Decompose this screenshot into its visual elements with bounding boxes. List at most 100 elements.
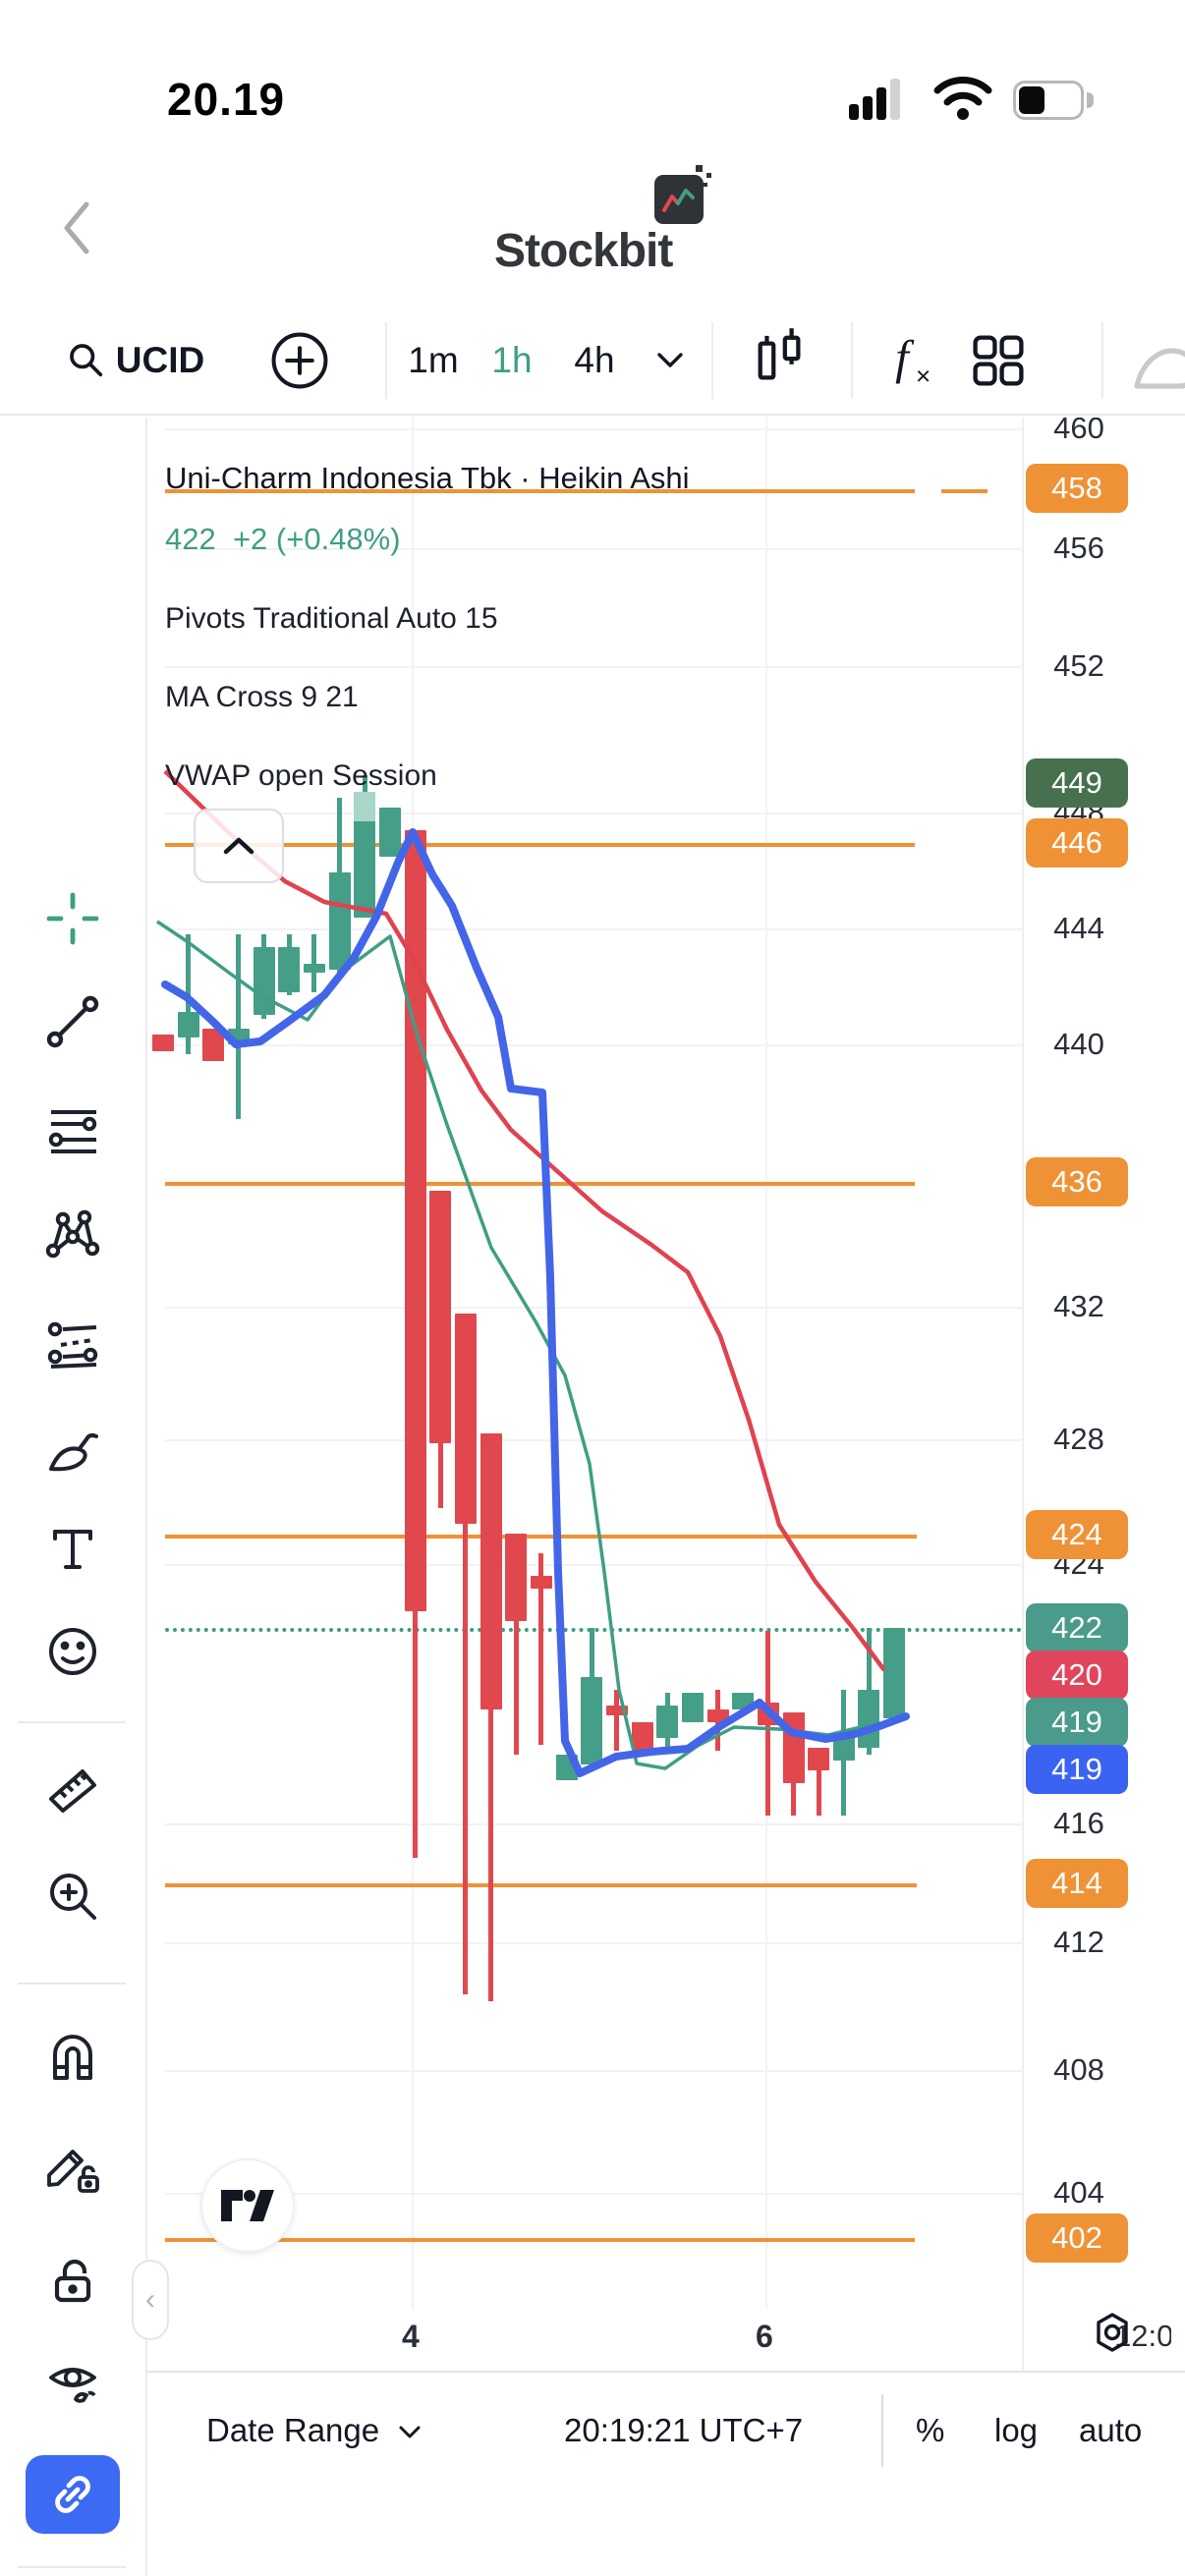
chevron-down-icon [657,352,683,367]
axis-settings-gear[interactable] [1089,2309,1136,2356]
tool-hide-drawings[interactable] [43,2353,102,2412]
bottom-bar: Date Range 20:19:21 UTC+7 % log auto [147,2373,1185,2495]
price-label-428: 428 [1053,1422,1104,1456]
tool-drawing-lock[interactable] [43,2140,102,2199]
legend-indicator-vwap: VWAP open Session [165,759,437,792]
candle [505,1534,528,1622]
gridline-h [165,1564,1022,1566]
svg-text:×: × [916,361,931,390]
tool-lock[interactable] [43,2252,102,2311]
price-badge-422: 422 [1026,1603,1128,1652]
time-label-6: 6 [756,2319,773,2354]
tool-channel[interactable] [43,1314,102,1372]
eye-icon [49,2368,96,2403]
add-indicator-button[interactable] [267,305,332,416]
chart-legend[interactable]: Uni-Charm Indonesia Tbk · Heikin Ashi 42… [165,461,690,793]
price-badge-424: 424 [1026,1510,1128,1559]
candle [656,1706,679,1739]
tool-text[interactable] [43,1520,102,1579]
tradingview-logo[interactable] [200,2158,295,2253]
price-badge-419: 419 [1026,1745,1128,1794]
candle [303,963,325,974]
lock-icon [54,2259,91,2303]
timeframe-1h[interactable]: 1h [491,339,533,380]
battery-nub [1087,92,1094,108]
legend-title: Uni-Charm Indonesia Tbk · Heikin Ashi [165,461,690,495]
price-badge-436: 436 [1026,1157,1128,1206]
log-toggle[interactable]: log [994,2412,1039,2448]
time-axis-divider [147,2371,1185,2373]
candle-wick [236,933,242,1119]
sidebar-collapse-handle[interactable]: ‹ [132,2260,169,2340]
gridline-h [165,548,1022,550]
legend-collapse-button[interactable] [194,809,284,883]
candle [530,1576,552,1590]
candle [706,1708,729,1722]
tool-magnet[interactable] [43,2027,102,2086]
alerts-button[interactable] [1118,305,1185,416]
timeframe-1m[interactable]: 1m [408,339,459,380]
wifi-icon [933,77,992,120]
candle-wick [488,1433,494,2001]
tool-zoom-in[interactable] [43,1867,102,1926]
symbol-search-button[interactable]: UCID [28,305,244,416]
date-range-button[interactable]: Date Range [206,2412,423,2449]
price-label-452: 452 [1053,648,1104,683]
fx-icon: f × [895,330,931,390]
percent-toggle[interactable]: % [916,2412,945,2448]
xabcd-icon [45,1209,100,1259]
ma-fast-line [161,828,910,1777]
pivot-line-446 [165,843,915,847]
gridline-h [165,428,1022,430]
candle [429,1190,452,1443]
back-button[interactable] [59,198,94,257]
indicators-button[interactable]: f × [876,305,951,416]
battery-fill [1019,86,1044,114]
candle [378,808,401,857]
timeframe-4h[interactable]: 4h [574,339,615,380]
tool-link[interactable] [43,2465,102,2524]
candle [454,1313,477,1525]
candle-wick [311,933,317,993]
time-label-4: 4 [402,2319,420,2354]
candle [328,872,351,971]
price-label-404: 404 [1053,2175,1104,2210]
candle [202,1028,225,1061]
gridline-h [165,812,1022,814]
indicator-lines [156,769,910,1777]
candle-wick [513,1534,519,1755]
tool-brush[interactable] [43,1422,102,1481]
legend-price: 422 +2 (+0.48%) [165,522,401,556]
tool-emoji[interactable] [43,1622,102,1681]
price-badge-402: 402 [1026,2213,1128,2263]
layout-grid-button[interactable] [961,305,1036,416]
app-logo-text: Stockbit [494,225,673,277]
time-label-clipped: 12:00 [1114,2319,1171,2353]
tool-crosshair[interactable] [43,889,102,948]
pivot-line-458 [165,489,915,493]
pivot-line-436 [165,1182,915,1186]
status-time: 20.19 [167,74,286,125]
chart-area[interactable]: 460 456 452 448 444 440 432 428 424 416 412 408 404 4… [147,418,1185,2373]
price-badge-420: 420 [1026,1651,1128,1700]
pivot-line-stub [941,489,988,493]
grid-icon [973,334,1024,386]
tool-xabcd-pattern[interactable] [43,1205,102,1264]
chevron-up-icon [223,837,254,855]
price-label-416: 416 [1053,1806,1104,1840]
chart-style-button[interactable] [739,305,821,416]
auto-toggle[interactable]: auto [1079,2412,1143,2448]
timeframe-dropdown[interactable] [645,305,696,416]
tool-parallel-lines[interactable] [43,1100,102,1159]
crosshair-icon [46,892,99,945]
tool-trend-line[interactable] [43,992,102,1051]
brush-icon [49,1433,98,1472]
text-icon [53,1530,92,1569]
price-label-432: 432 [1053,1289,1104,1323]
candle [832,1738,855,1762]
chevron-down-icon [399,2426,421,2438]
price-label-460: 460 [1053,418,1104,445]
tool-ruler[interactable] [43,1758,102,1817]
price-label-412: 412 [1053,1925,1104,1959]
candle [404,830,426,1612]
